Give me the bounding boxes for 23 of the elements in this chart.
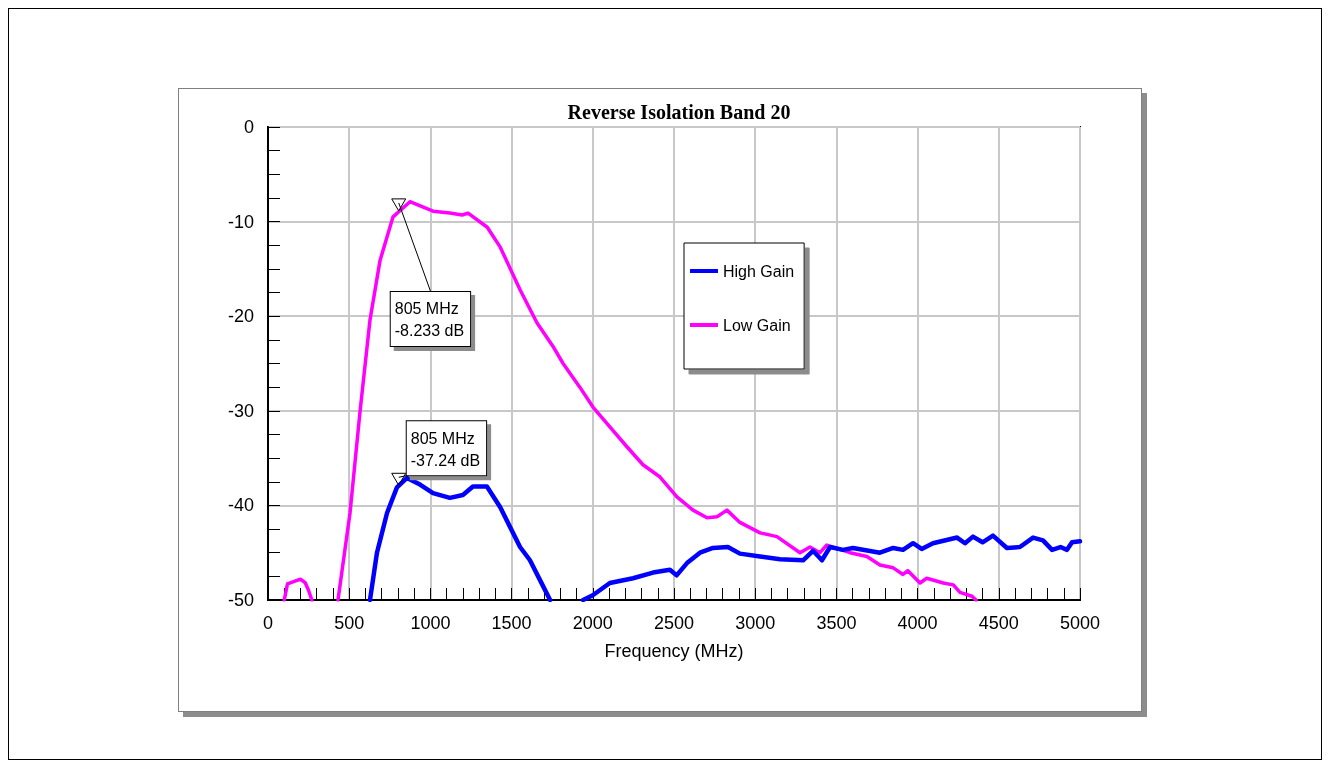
legend-label: Low Gain (723, 316, 791, 334)
y-tick-label: -50 (227, 590, 254, 610)
x-tick-label: 500 (334, 613, 365, 633)
chart-title: Reverse Isolation Band 20 (567, 101, 791, 123)
y-tick-label: 0 (243, 117, 254, 137)
y-tick-label: -40 (227, 495, 254, 516)
legend-label: High Gain (723, 262, 795, 280)
x-tick-label: 4500 (978, 613, 1019, 633)
y-tick-label: -10 (227, 211, 254, 232)
x-tick-label: 1500 (491, 613, 532, 633)
annotation: 805 MHz -37.24 dB (410, 429, 481, 469)
x-tick-label: 4000 (897, 613, 938, 633)
x-axis-title: Frequency (MHz) (604, 641, 744, 661)
x-tick-label: 2000 (572, 613, 613, 633)
x-tick-label: 2500 (653, 613, 695, 633)
annotation: 805 MHz -8.233 dB (394, 300, 465, 340)
x-tick-label: 5000 (1059, 613, 1101, 633)
y-tick-label: -30 (227, 400, 254, 421)
x-tick-label: 0 (262, 613, 274, 633)
x-tick-label: 3000 (735, 613, 776, 633)
x-tick-label: 3500 (816, 613, 857, 633)
y-tick-label: -20 (227, 306, 254, 327)
x-tick-label: 1000 (410, 613, 451, 633)
